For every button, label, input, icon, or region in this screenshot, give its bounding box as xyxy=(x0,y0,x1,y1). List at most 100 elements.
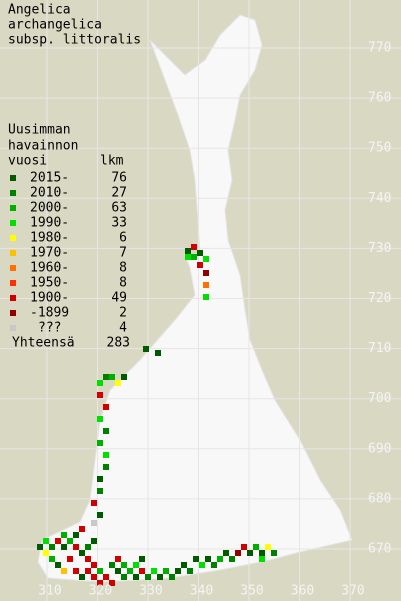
legend-swatch xyxy=(10,205,16,211)
observation-square xyxy=(187,568,193,574)
legend-header: havainnon xyxy=(8,139,78,154)
title-line: subsp. littoralis xyxy=(8,33,141,48)
observation-squares xyxy=(37,244,277,586)
y-axis-label: 760 xyxy=(368,91,391,106)
legend-count: 76 xyxy=(111,171,127,186)
observation-square xyxy=(157,574,163,580)
legend-swatch xyxy=(10,265,16,271)
observation-square xyxy=(235,550,241,556)
observation-square xyxy=(67,556,73,562)
legend-label: 2000- xyxy=(30,201,69,216)
observation-square xyxy=(211,562,217,568)
y-axis-label: 680 xyxy=(368,491,391,506)
observation-square xyxy=(61,544,67,550)
observation-square xyxy=(203,256,209,262)
observation-square xyxy=(205,556,211,562)
observation-square xyxy=(115,380,121,386)
title-line: archangelica xyxy=(8,18,102,33)
observation-square xyxy=(115,556,121,562)
y-axis-label: 700 xyxy=(368,391,391,406)
observation-square xyxy=(91,520,97,526)
observation-square xyxy=(91,500,97,506)
observation-square xyxy=(67,538,73,544)
y-axis-label: 710 xyxy=(368,341,391,356)
observation-square xyxy=(229,556,235,562)
observation-square xyxy=(241,544,247,550)
legend-swatch xyxy=(10,235,16,241)
observation-square xyxy=(97,440,103,446)
y-axis-label: 770 xyxy=(368,41,391,56)
observation-square xyxy=(253,544,259,550)
observation-square xyxy=(91,574,97,580)
legend-swatch xyxy=(10,280,16,286)
legend-count: 8 xyxy=(119,276,127,291)
observation-square xyxy=(73,568,79,574)
observation-square xyxy=(197,262,203,268)
legend-swatch xyxy=(10,175,16,181)
observation-square xyxy=(73,544,79,550)
legend-count: 33 xyxy=(111,216,127,231)
legend-total-label: Yhteensä xyxy=(12,336,75,351)
observation-square xyxy=(191,244,197,250)
y-axis-label: 670 xyxy=(368,542,391,557)
observation-square xyxy=(109,580,115,586)
observation-square xyxy=(185,248,191,254)
observation-square xyxy=(109,374,115,380)
legend-count: 49 xyxy=(111,291,127,306)
y-axis-label: 720 xyxy=(368,291,391,306)
legend-col-year: vuosi xyxy=(8,154,47,169)
legend-label: 1960- xyxy=(30,261,69,276)
observation-square xyxy=(185,254,191,260)
observation-square xyxy=(73,532,79,538)
observation-square xyxy=(155,350,161,356)
legend-label: 1950- xyxy=(30,276,69,291)
legend-total: 283 xyxy=(107,336,130,351)
observation-square xyxy=(109,562,115,568)
observation-square xyxy=(85,568,91,574)
title-line: Angelica xyxy=(8,3,71,18)
observation-square xyxy=(61,532,67,538)
observation-square xyxy=(181,562,187,568)
observation-square xyxy=(79,574,85,580)
observation-square xyxy=(91,562,97,568)
observation-square xyxy=(271,550,277,556)
observation-square xyxy=(203,270,209,276)
observation-square xyxy=(133,562,139,568)
observation-square xyxy=(91,538,97,544)
legend-label: 2010- xyxy=(30,186,69,201)
observation-square xyxy=(37,544,43,550)
legend-count: 4 xyxy=(119,321,127,336)
observation-square xyxy=(103,464,109,470)
legend-count: 7 xyxy=(119,246,127,261)
legend-header: Uusimman xyxy=(8,123,71,138)
observation-square xyxy=(97,488,103,494)
legend-count: 2 xyxy=(119,306,127,321)
legend-label: 1990- xyxy=(30,216,69,231)
observation-square xyxy=(139,556,145,562)
x-axis-label: 310 xyxy=(38,584,61,599)
observation-square xyxy=(199,562,205,568)
observation-square xyxy=(203,282,209,288)
observation-square xyxy=(103,452,109,458)
legend-col-count: lkm xyxy=(100,154,124,169)
observation-square xyxy=(55,562,61,568)
observation-square xyxy=(217,556,223,562)
x-axis-label: 350 xyxy=(240,584,263,599)
observation-square xyxy=(193,556,199,562)
observation-square xyxy=(265,544,271,550)
observation-square xyxy=(103,374,109,380)
y-axis-label: 750 xyxy=(368,141,391,156)
observation-square xyxy=(49,556,55,562)
observation-square xyxy=(197,250,203,256)
observation-square xyxy=(49,544,55,550)
legend-label: ??? xyxy=(38,321,61,336)
legend-label: 2015- xyxy=(30,171,69,186)
observation-square xyxy=(203,294,209,300)
observation-square xyxy=(121,562,127,568)
legend-label: -1899 xyxy=(30,306,69,321)
observation-square xyxy=(97,512,103,518)
legend-count: 63 xyxy=(111,201,127,216)
legend-swatch xyxy=(10,295,16,301)
